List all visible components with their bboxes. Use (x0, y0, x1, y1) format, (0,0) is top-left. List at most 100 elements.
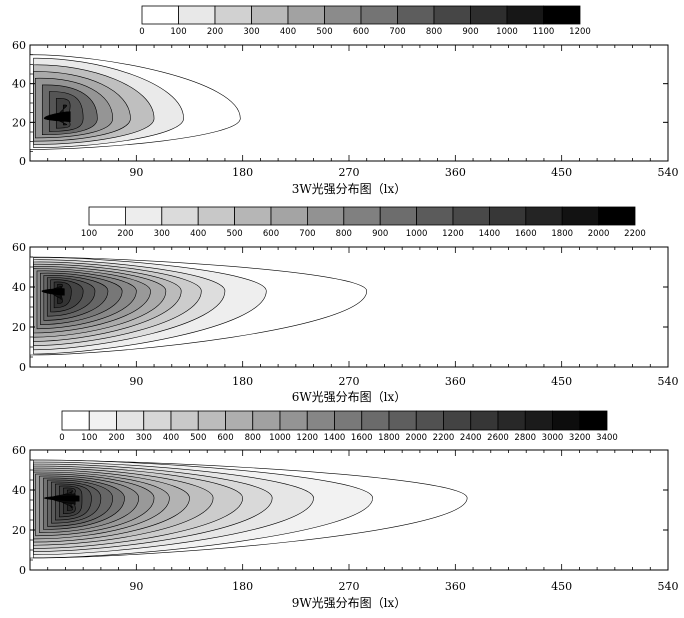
colorbar-cell (170, 410, 199, 431)
x-axis-label: 9W光强分布图（lx） (292, 596, 407, 610)
colorbar-cell (61, 410, 90, 431)
x-tick-label: 360 (445, 375, 466, 388)
x-tick-label: 540 (658, 580, 679, 593)
contour-band (41, 288, 65, 296)
colorbar-cell (225, 410, 254, 431)
colorbar-cell (470, 410, 499, 431)
colorbar-tick-label: 2000 (588, 229, 610, 239)
colorbar-cell (88, 410, 117, 431)
y-tick-label: 40 (12, 281, 26, 294)
colorbar-tick-label: 1200 (296, 433, 318, 443)
y-tick-label: 60 (12, 241, 26, 254)
colorbar-cell (306, 410, 335, 431)
colorbar-cell (361, 410, 390, 431)
colorbar-cell (443, 410, 472, 431)
x-tick-label: 360 (445, 166, 466, 179)
colorbar-tick-label: 600 (263, 229, 279, 239)
colorbar-tick-label: 1800 (551, 229, 573, 239)
x-tick-label: 180 (232, 580, 253, 593)
colorbar-tick-label: 400 (163, 433, 179, 443)
heatmap-panel: 0 100 200 300 400 500 600 800 1000 1200 1400 1600 18… (12, 410, 679, 610)
colorbar-cell (234, 206, 272, 226)
x-tick-label: 90 (129, 166, 143, 179)
colorbar-cell (125, 206, 163, 226)
colorbar-cell (88, 206, 126, 226)
colorbar-cell (525, 206, 563, 226)
contour-group (30, 54, 241, 150)
contour-band (43, 495, 80, 502)
colorbar-tick-label: 200 (207, 27, 223, 37)
colorbar-cell (561, 206, 600, 226)
y-tick-label: 20 (12, 116, 26, 129)
colorbar-tick-label: 600 (217, 433, 233, 443)
x-tick-label: 90 (129, 580, 143, 593)
contour-group (30, 459, 468, 559)
y-tick-label: 20 (12, 524, 26, 537)
colorbar-tick-label: 200 (108, 433, 124, 443)
x-tick-label: 90 (129, 375, 143, 388)
colorbar-cell (306, 206, 345, 226)
colorbar-cell (433, 5, 471, 25)
colorbar-cell (470, 5, 508, 25)
colorbar-cell (524, 410, 553, 431)
colorbar-cell (141, 5, 179, 25)
y-tick-label: 0 (19, 361, 26, 374)
colorbar-cell (287, 5, 325, 25)
colorbar-cell (506, 5, 544, 25)
colorbar-tick-label: 1800 (378, 433, 400, 443)
colorbar-cell (416, 206, 454, 226)
colorbar-tick-label: 600 (353, 27, 369, 37)
x-tick-label: 270 (339, 580, 360, 593)
colorbar-tick-label: 1000 (496, 27, 518, 37)
x-axis-label: 3W光强分布图（lx） (292, 182, 407, 196)
x-axis-label: 6W光强分布图（lx） (292, 390, 407, 404)
colorbar-tick-label: 0 (59, 433, 64, 443)
colorbar-tick-label: 100 (81, 229, 97, 239)
colorbar-cell (360, 5, 398, 25)
colorbar-tick-label: 1000 (269, 433, 291, 443)
y-tick-label: 0 (19, 155, 26, 168)
colorbar-cell (197, 410, 226, 431)
colorbar-cell (161, 206, 199, 226)
colorbar-cell (415, 410, 444, 431)
colorbar-cell (197, 206, 235, 226)
colorbar-cell (252, 410, 281, 431)
colorbar-tick-label: 100 (81, 433, 97, 443)
colorbar-tick-label: 100 (170, 27, 186, 37)
colorbar-tick-label: 900 (372, 229, 388, 239)
colorbar-tick-label: 400 (280, 27, 296, 37)
colorbar-cell (598, 206, 636, 226)
colorbar-tick-label: 700 (389, 27, 405, 37)
y-tick-label: 40 (12, 78, 26, 91)
x-tick-label: 180 (232, 375, 253, 388)
colorbar-tick-label: 1600 (515, 229, 537, 239)
colorbar-cell (452, 206, 490, 226)
x-tick-label: 540 (658, 166, 679, 179)
colorbar-cell (334, 410, 363, 431)
colorbar-cell (251, 5, 289, 25)
y-tick-label: 60 (12, 39, 26, 52)
heatmap-panel: 0 100 200 300 400 500 600 700 800 900 1000 1100 1200… (12, 5, 679, 196)
colorbar-tick-label: 3400 (596, 433, 618, 443)
colorbar-tick-label: 1100 (533, 27, 555, 37)
y-tick-label: 60 (12, 444, 26, 457)
colorbar-tick-label: 300 (136, 433, 152, 443)
colorbar-tick-label: 2600 (487, 433, 509, 443)
colorbar-tick-label: 1400 (479, 229, 501, 239)
colorbar-tick-label: 800 (426, 27, 442, 37)
x-tick-label: 270 (339, 375, 360, 388)
colorbar-cell (552, 410, 581, 431)
colorbar-tick-label: 0 (139, 27, 144, 37)
y-tick-label: 0 (19, 564, 26, 577)
colorbar-tick-label: 2000 (405, 433, 427, 443)
colorbar-tick-label: 3000 (542, 433, 564, 443)
colorbar-tick-label: 200 (117, 229, 133, 239)
colorbar-tick-label: 400 (190, 229, 206, 239)
contour-group (30, 256, 368, 356)
colorbar-cell (543, 5, 581, 25)
colorbar-cell (488, 206, 527, 226)
colorbar-tick-label: 2800 (514, 433, 536, 443)
colorbar-cell (279, 410, 308, 431)
colorbar-tick-label: 700 (299, 229, 315, 239)
